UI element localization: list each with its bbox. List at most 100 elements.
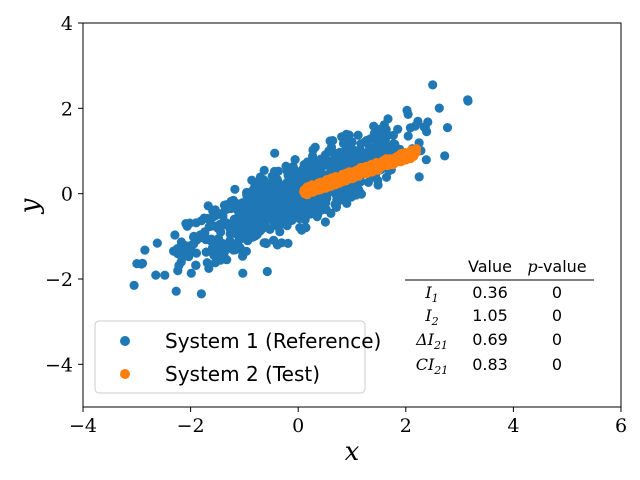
system-1-point (196, 289, 206, 299)
table-row-label: I1 (424, 283, 438, 305)
system-1-point (255, 172, 265, 182)
system-1-point (338, 138, 349, 149)
system-1-point (301, 223, 311, 233)
system-1-point (294, 197, 304, 207)
system-1-point (234, 211, 244, 221)
system-1-point (440, 151, 450, 161)
legend-marker-system-1 (120, 336, 130, 346)
table-row-label-sub: 1 (432, 292, 439, 305)
system-1-point (202, 258, 212, 268)
plot-frame (82, 22, 622, 408)
system-1-point (326, 208, 336, 218)
system-1-point (299, 162, 309, 172)
system-1-point (189, 239, 199, 249)
x-tick-label: 4 (507, 415, 519, 437)
system-1-point (320, 217, 330, 227)
system-1-point (383, 114, 393, 124)
system-1-point (262, 266, 272, 277)
system-1-point (238, 218, 248, 229)
system-1-point (215, 219, 225, 229)
table-row-p-value: 0 (552, 306, 562, 325)
system-1-point (324, 146, 334, 156)
system-1-point (380, 132, 390, 142)
system-1-point (351, 146, 361, 156)
table-row-label-sub: 2 (431, 315, 439, 328)
legend-label-system-1: System 1 (Reference) (165, 329, 381, 353)
system-1-point (334, 195, 344, 205)
system-1-point (259, 238, 269, 248)
system-1-point (225, 236, 235, 246)
system-1-point (272, 197, 282, 207)
system-1-point (181, 219, 191, 229)
system-1-point (210, 258, 220, 268)
y-tick-label: 0 (61, 184, 73, 206)
x-tick-label: 0 (292, 415, 304, 437)
system-1-point (172, 244, 182, 254)
system-1-point (281, 186, 291, 196)
system-1-point (264, 189, 274, 199)
system-1-point (151, 270, 161, 280)
x-axis-label: x (345, 437, 360, 467)
table-row-label: I2 (424, 306, 438, 328)
system-1-point (463, 95, 473, 105)
system-1-point (152, 238, 162, 248)
system-1-point (393, 124, 403, 134)
system-1-point (160, 270, 170, 280)
system-1-point (220, 246, 230, 256)
table-row-label-sub: 21 (433, 339, 448, 352)
system-1-point (428, 80, 438, 90)
system-1-point (414, 172, 424, 182)
system-1-point (283, 201, 293, 211)
table-row-label-sub: 21 (433, 364, 448, 377)
table-row-label: ΔI21 (415, 330, 448, 352)
system-2-point (387, 159, 398, 170)
system-1-point (314, 157, 324, 167)
table-header-value: Value (468, 257, 512, 276)
system-2-point (371, 158, 381, 168)
y-axis-label: y (15, 198, 45, 214)
system-1-point (270, 148, 280, 158)
system-1-point (269, 166, 279, 177)
system-1-point (269, 235, 279, 245)
system-2-point (304, 185, 314, 195)
table-row-value: 0.69 (472, 330, 508, 349)
system-1-point (265, 224, 275, 234)
table-row-label-main: CI (416, 355, 435, 374)
system-1-point (207, 220, 217, 230)
system-1-point (224, 222, 234, 232)
system-1-point (331, 149, 342, 159)
legend-marker-system-2 (120, 369, 130, 379)
table-row-label-main: I (424, 283, 432, 302)
system-2-point (397, 151, 407, 161)
system-1-point (312, 212, 322, 222)
system-1-point (260, 197, 270, 207)
system-1-point (170, 230, 180, 240)
table-row-label-main: I (424, 306, 432, 325)
table-row-label-main: ΔI (415, 330, 435, 349)
system-1-point (368, 143, 378, 153)
table-row-value: 0.36 (472, 283, 508, 302)
system-1-point (363, 177, 373, 187)
table-header-p-value: p-value (527, 257, 586, 276)
points-layer (129, 80, 473, 299)
system-1-point (238, 229, 248, 239)
system-1-point (186, 268, 196, 278)
table-header-p-italic: p (527, 257, 537, 276)
system-1-point (434, 103, 444, 113)
system-1-point (191, 260, 201, 270)
legend-label-system-2: System 2 (Test) (165, 362, 320, 386)
system-2-point (405, 152, 415, 162)
system-1-point (226, 203, 236, 214)
system-1-point (292, 181, 302, 191)
system-1-point (191, 218, 201, 228)
y-tick-label: −2 (45, 269, 73, 291)
table-row-label: CI21 (416, 355, 449, 377)
legend-box (94, 320, 366, 394)
system-1-point (237, 198, 247, 208)
ticks-layer: −4 −2 0 2 4 6 −4 −2 0 2 4 (45, 13, 627, 437)
system-1-point (442, 123, 453, 133)
system-1-point (290, 155, 300, 165)
system-1-point (173, 266, 183, 276)
system-1-point (420, 123, 430, 133)
